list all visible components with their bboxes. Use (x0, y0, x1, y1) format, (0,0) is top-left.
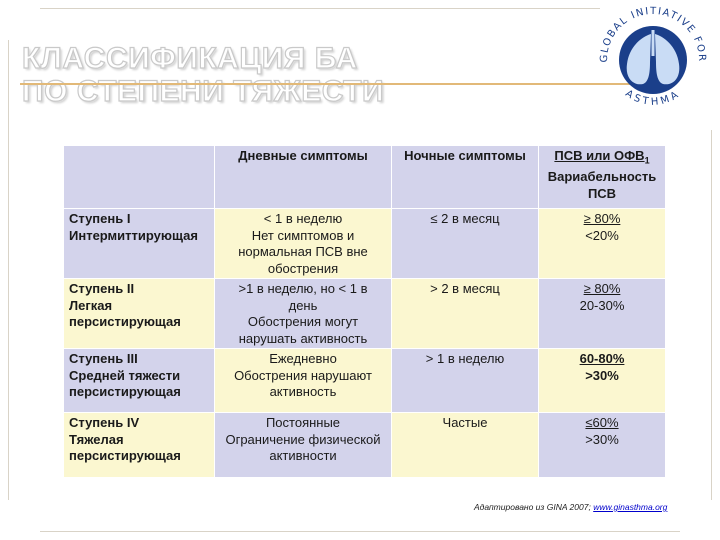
gina-logo: GLOBAL INITIATIVE FOR ASTHMA (599, 6, 706, 108)
stage-name-2: персистирующая (69, 314, 181, 329)
day-symptoms-cell: Ежедневно Обострения нарушают активность (214, 348, 392, 413)
pef-value: ≥ 80% (583, 281, 621, 296)
day-line: Ежедневно (269, 351, 337, 366)
night-symptoms-cell: Частые (391, 412, 539, 478)
table-row: Ступень III Средней тяжести персистирующ… (63, 348, 666, 413)
day-line: нормальная ПСВ вне (238, 244, 368, 259)
title-line-1: КЛАССИФИКАЦИЯ БА (21, 41, 358, 75)
logo-trachea (651, 30, 655, 56)
stage-cell: Ступень I Интермиттирующая (63, 208, 215, 279)
pef-variability: >30% (585, 431, 619, 447)
slide-border-top (40, 8, 600, 9)
pef-variability: >30% (585, 367, 619, 383)
header-day-symptoms: Дневные симптомы (214, 145, 392, 209)
footnote-text: Адаптировано из GINA 2007; (474, 502, 594, 512)
header-pef-line1: ПСВ или ОФВ (554, 148, 645, 163)
stage-cell: Ступень II Легкая персистирующая (63, 278, 215, 349)
stage-name-2: персистирующая (69, 448, 181, 463)
severity-table: Дневные симптомы Ночные симптомы ПСВ или… (63, 145, 666, 478)
day-line: активность (269, 384, 337, 399)
stage-label: Ступень IV (69, 415, 140, 430)
day-line: >1 в неделю, но < 1 в (238, 281, 368, 296)
stage-name: Средней тяжести (69, 367, 181, 383)
day-line: Постоянные (265, 415, 341, 430)
stage-name: Тяжелая (69, 431, 124, 447)
logo-left-lung (626, 34, 651, 85)
day-line: обострения (267, 260, 339, 276)
source-footnote: Адаптировано из GINA 2007; www.ginasthma… (474, 502, 667, 512)
stage-name: Интермиттирующая (69, 227, 198, 243)
pef-cell: ≤60% >30% (538, 412, 666, 478)
slide-border-bottom (40, 531, 680, 532)
table-row: Ступень II Легкая персистирующая >1 в не… (63, 278, 666, 349)
stage-label: Ступень II (69, 281, 135, 296)
day-line: Обострения могут (247, 314, 359, 329)
header-pef-sub: 1 (644, 155, 650, 166)
stage-cell: Ступень IV Тяжелая персистирующая (63, 412, 215, 478)
table-row: Ступень I Интермиттирующая < 1 в неделю … (63, 208, 666, 279)
stage-name-2: персистирующая (69, 384, 181, 399)
table-row: Ступень IV Тяжелая персистирующая Постоя… (63, 412, 666, 478)
night-symptoms-cell: > 1 в неделю (391, 348, 539, 413)
slide-border-right (711, 130, 712, 500)
stage-cell: Ступень III Средней тяжести персистирующ… (63, 348, 215, 413)
pef-variability: 20-30% (579, 297, 625, 313)
day-symptoms-cell: < 1 в неделю Нет симптомов и нормальная … (214, 208, 392, 279)
day-line: день (288, 297, 318, 313)
slide-border-left (8, 40, 9, 500)
footnote-link[interactable]: www.ginasthma.org (593, 502, 668, 512)
day-symptoms-cell: >1 в неделю, но < 1 в день Обострения мо… (214, 278, 392, 349)
pef-value: 60-80% (579, 351, 625, 366)
pef-cell: ≥ 80% 20-30% (538, 278, 666, 349)
night-symptoms-cell: ≤ 2 в месяц (391, 208, 539, 279)
header-pef-line2: Вариабельность (547, 169, 657, 185)
stage-label: Ступень I (69, 211, 131, 226)
day-line: Нет симптомов и (251, 227, 355, 243)
slide-title: КЛАССИФИКАЦИЯ БА ПО СТЕПЕНИ ТЯЖЕСТИ (21, 41, 582, 108)
pef-value: ≤60% (585, 415, 619, 430)
day-line: активности (269, 448, 337, 463)
night-symptoms-cell: > 2 в месяц (391, 278, 539, 349)
day-line: < 1 в неделю (263, 211, 343, 226)
pef-cell: 60-80% >30% (538, 348, 666, 413)
stage-label: Ступень III (69, 351, 138, 366)
pef-variability: <20% (585, 227, 619, 243)
day-line: Ограничение физической (225, 431, 381, 447)
logo-right-lung (655, 34, 680, 85)
day-line: нарушать активность (238, 330, 368, 346)
title-line-2: ПО СТЕПЕНИ ТЯЖЕСТИ (21, 74, 385, 108)
pef-cell: ≥ 80% <20% (538, 208, 666, 279)
pef-value: ≥ 80% (583, 211, 621, 226)
header-pef-line3: ПСВ (587, 185, 617, 201)
header-night-symptoms: Ночные симптомы (391, 145, 539, 209)
stage-name: Легкая (69, 297, 113, 313)
header-cell-empty (63, 145, 215, 209)
day-symptoms-cell: Постоянные Ограничение физической активн… (214, 412, 392, 478)
header-pef: ПСВ или ОФВ1 Вариабельность ПСВ (538, 145, 666, 209)
title-underline (20, 83, 635, 85)
day-line: Обострения нарушают (234, 367, 372, 383)
table-header-row: Дневные симптомы Ночные симптомы ПСВ или… (63, 145, 666, 209)
